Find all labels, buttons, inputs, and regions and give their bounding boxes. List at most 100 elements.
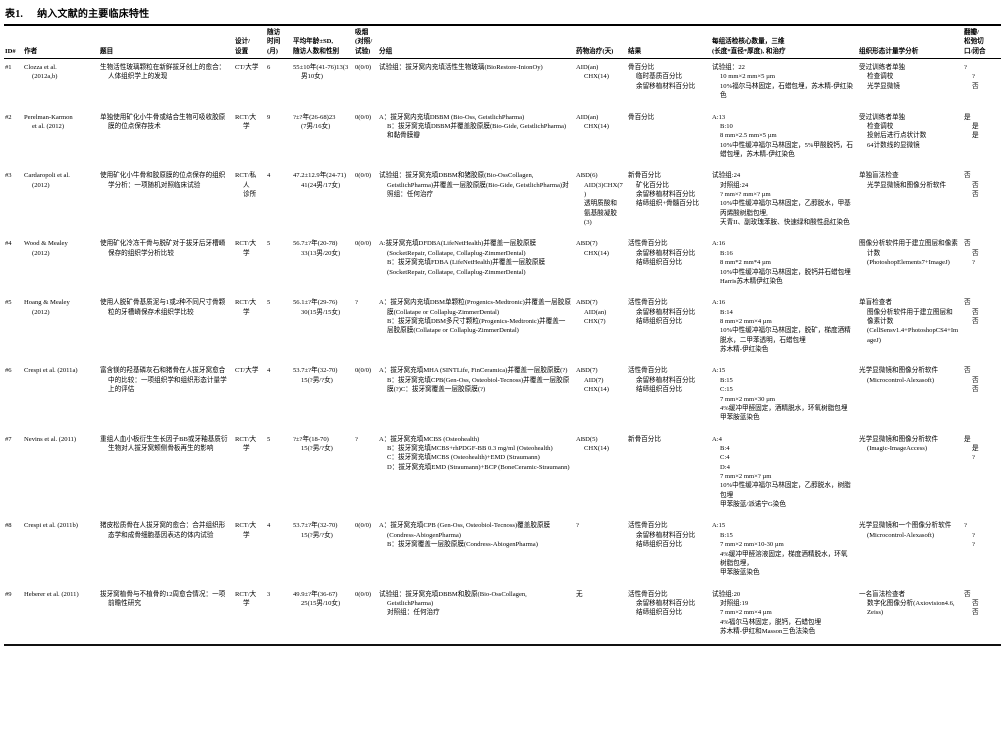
cell-title: 生物活性玻璃颗粒在新鲜拔牙创上的愈合：人体组织学上的发现 <box>100 64 226 81</box>
cell-id: #7 <box>5 435 12 443</box>
cell-groups: A：拔牙窝内充填DBM单颗粒(Progenics-Medtronic)并覆盖一层… <box>379 299 571 335</box>
cell-flap: 否 否 否 <box>964 367 979 394</box>
cell-author: Perelman-Karmon et al. (2012) <box>24 113 73 130</box>
cell-analysis: 受过训练者单独 检查调校 光学显微镜 <box>859 64 906 90</box>
cell-author: Clozza et al. (2012a,b) <box>24 64 58 81</box>
cell-biopsy: 试验组:20 对照组:19 7 mm×2 mm×4 µm 4%福尔马林固定，脱钙… <box>712 590 822 636</box>
table-row: #6 Crespi et al. (2011a) 富含镁的羟基磷灰石和猪骨在人拔牙窝… <box>4 362 1001 430</box>
cell-smoking: 0(0/0) <box>355 240 372 248</box>
cell-smoking: 0(0/0) <box>355 522 372 530</box>
cell-followup: 6 <box>267 64 271 72</box>
cell-flap: 否 否 ? <box>964 240 979 267</box>
cell-title: 拔牙窝植骨与不植骨的12周愈合情况：一项前瞻性研究 <box>100 590 226 607</box>
cell-id: #9 <box>5 590 12 598</box>
cell-age: 55±10年(41-76)13(3 男10女) <box>293 64 349 81</box>
cell-design: RCT/私人 诊所 <box>235 172 257 199</box>
table-title: 纳入文献的主要临床特性 <box>37 9 150 20</box>
cell-title: 单独使用矿化小牛骨或结合生物可吸收胶原膜的位点保存技术 <box>100 113 226 130</box>
cell-author: Hoang & Mealey (2012) <box>24 299 70 316</box>
cell-analysis: 图像分析软件用于建立图层和像素计数(PhotoshopElements7+Ima… <box>859 240 958 267</box>
cell-drugs: ABD(7) AID(an) CHX(7) <box>576 299 607 325</box>
cell-groups: A:拔牙窝充填DFDBA(LifeNetHealth)并覆盖一层胶原膜(Sock… <box>379 240 546 276</box>
cell-results: 活性骨百分比 余留移植材料百分比 结缔组织百分比 <box>628 240 696 267</box>
cell-id: #8 <box>5 522 12 530</box>
header-cell-flap: 翻瓣/ 松弛切 口/闭合 <box>964 25 1001 60</box>
cell-title: 使用矿化冷冻干骨与脱矿对于拔牙后牙槽嵴保存的组织学分析比较 <box>100 240 226 257</box>
cell-analysis: 一名盲法检查者 数字化图像分析(Axiovision4.6, Zeiss) <box>859 590 955 617</box>
header-cell-followup: 随访 时间 (月) <box>267 25 293 60</box>
cell-results: 活性骨百分比 余留移植材料百分比 结缔组织百分比 <box>628 367 696 394</box>
cell-design: RCT/大学 <box>235 522 257 539</box>
cell-drugs: ABD(6) AID(3)CHX(7) 透明质酸和氨基酸凝胶(3) <box>576 172 623 227</box>
cell-smoking: ? <box>355 299 358 307</box>
cell-biopsy: A:13 B:10 8 mm×2.5 mm×5 µm 10%中性缓冲福尔马林固定… <box>712 113 853 158</box>
cell-author: Cardaropoli et al. (2012) <box>24 172 70 189</box>
header-cell-smoking: 吸烟 (对照/ 试验) <box>355 25 379 60</box>
cell-analysis: 受过训练者单独 检查调校 投射后进行点状计数 64计数线的显微镜 <box>859 113 927 149</box>
cell-design: RCT/大学 <box>235 240 257 257</box>
table-row: #1 Clozza et al. (2012a,b) 生物活性玻璃颗粒在新鲜拔牙创上… <box>4 59 1001 109</box>
header-cell-id: ID# <box>4 25 24 60</box>
cell-title: 使用人脱矿骨基质泥与1或2种不同尺寸骨颗粒的牙槽嵴保存术组织学比较 <box>100 299 226 316</box>
header-cell-groups: 分组 <box>379 25 576 60</box>
cell-followup: 5 <box>267 240 271 248</box>
cell-smoking: 0(0/0) <box>355 113 372 121</box>
cell-age: 47.2±12.9年(24-71) 41(24男/17女) <box>293 172 347 189</box>
cell-drugs: AID(an) CHX(14) <box>576 113 609 130</box>
cell-author: Crespi et al. (2011b) <box>24 522 78 530</box>
cell-results: 新骨百分比 <box>628 435 661 443</box>
header-cell-age: 平均年龄±SD, 随访人数和性别 <box>293 25 355 60</box>
cell-drugs: AID(an) CHX(14) <box>576 64 609 81</box>
cell-design: RCT/大学 <box>235 299 257 316</box>
cell-followup: 4 <box>267 522 271 530</box>
cell-biopsy: A:15 B:15 C:15 7 mm×2 mm×30 µm 4%缓冲甲醛固定，… <box>712 367 848 422</box>
cell-drugs: ? <box>576 522 579 530</box>
cell-title: 富含镁的羟基磷灰石和猪骨在人拔牙窝愈合中的比较：一项组织学和组织形态计量学上的评… <box>100 367 227 394</box>
cell-groups: A：拔牙窝内充填DBBM (Bio-Oss, GeistlichPharma) … <box>379 113 567 140</box>
cell-id: #1 <box>5 64 12 72</box>
table-body: #1 Clozza et al. (2012a,b) 生物活性玻璃颗粒在新鲜拔牙创上… <box>4 59 1001 646</box>
cell-id: #6 <box>5 367 12 375</box>
cell-analysis: 单独盲法检查 光学显微镜和图像分析软件 <box>859 172 947 189</box>
header-row: ID# 作者 题目 设计/ 设置 随访 时间 (月) 平均年龄±SD, 随访人数和性别 吸烟… <box>4 25 1001 60</box>
cell-flap: 否 否 否 <box>964 299 979 325</box>
cell-age: 53.7±?年(32-70) 15(?男/?女) <box>293 522 338 539</box>
table-header: ID# 作者 题目 设计/ 设置 随访 时间 (月) 平均年龄±SD, 随访人数和性别 吸烟… <box>4 25 1001 60</box>
cell-biopsy: A:4 B:4 C:4 D:4 7 mm×2 mm×? µm 10%中性缓冲福尔… <box>712 435 851 509</box>
cell-followup: 4 <box>267 367 271 375</box>
table-row: #8 Crespi et al. (2011b) 猪皮松质骨在人拔牙窝的愈合：合并组… <box>4 517 1001 585</box>
cell-analysis: 光学显微镜和图像分析软件(Microcontrol-Alexasoft) <box>859 367 939 384</box>
cell-results: 骨百分比 临时基质百分比 余留移植材料百分比 <box>628 64 696 90</box>
header-cell-biopsy: 每组活检核心数量，三维 (长度*直径*厚度), 和治疗 <box>712 25 859 60</box>
cell-flap: 否 否 否 <box>964 590 979 617</box>
cell-results: 新骨百分比 矿化百分比 余留移植材料百分比 结缔组织+骨髓百分比 <box>628 172 700 208</box>
table-row: #7 Nevins et al. (2011) 重组人血小板衍生生长因子BB或牙釉基… <box>4 431 1001 518</box>
cell-followup: 5 <box>267 435 271 443</box>
cell-drugs: ABD(7) CHX(14) <box>576 240 609 257</box>
cell-smoking: 0(0/0) <box>355 172 372 180</box>
cell-biopsy: 试验组:24 对照组:24 ? mm×? mm×? µm 10%中性缓冲福尔马林… <box>712 172 851 227</box>
cell-groups: 试验组：拔牙窝内充填活性生物玻璃(BioRestore-InionOy) <box>379 64 543 72</box>
cell-flap: ? ? ? <box>964 522 975 549</box>
cell-id: #3 <box>5 172 12 180</box>
table-label: 表1. <box>5 9 24 20</box>
header-cell-results: 结果 <box>628 25 712 60</box>
cell-title: 猪皮松质骨在人拔牙窝的愈合：合并组织形态学和成骨细胞基因表达的体内试验 <box>100 522 226 539</box>
cell-design: RCT/大学 <box>235 113 257 130</box>
cell-followup: 3 <box>267 590 271 598</box>
cell-analysis: 单盲检查者 图像分析软件用于建立图层和像素计数(CellSensv1.4+Pho… <box>859 299 959 344</box>
table-caption: 表1. 纳入文献的主要临床特性 <box>4 3 1001 24</box>
cell-age: 53.7±?年(32-70) 15(?男/?女) <box>293 367 338 384</box>
cell-age: 49.9±?年(36-67) 25(15男/10女) <box>293 590 341 607</box>
cell-flap: 是 是 ? <box>964 435 979 462</box>
cell-design: RCT/大学 <box>235 590 257 607</box>
cell-flap: 是 是 是 <box>964 113 979 140</box>
cell-author: Crespi et al. (2011a) <box>24 367 78 375</box>
cell-design: CT/大学 <box>235 64 259 72</box>
cell-design: RCT/大学 <box>235 435 257 452</box>
cell-flap: ? ? 否 <box>964 64 979 90</box>
table-row: #4 Wood & Mealey (2012) 使用矿化冷冻干骨与脱矿对于拔牙后牙槽… <box>4 235 1001 294</box>
cell-results: 骨百分比 <box>628 113 655 121</box>
cell-age: ?±?年(26-68)23 (7男/16女) <box>293 113 336 130</box>
cell-results: 活性骨百分比 余留移植材料百分比 结缔组织百分比 <box>628 522 696 549</box>
